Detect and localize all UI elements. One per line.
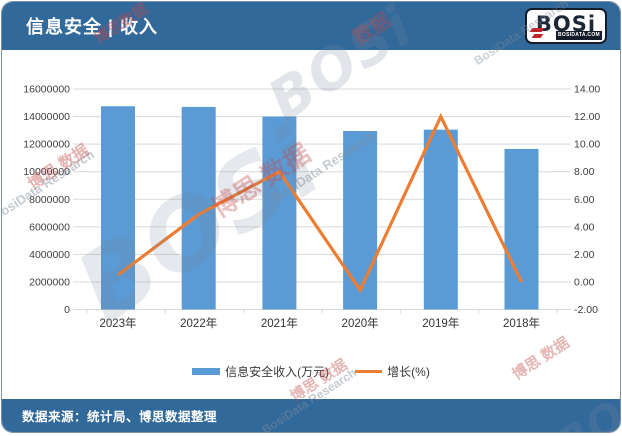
legend-item-growth: 增长(%): [355, 363, 430, 380]
footer-bar: 数据来源：统计局、博思数据整理: [2, 399, 620, 432]
revenue-bar: [423, 129, 458, 310]
left-axis-tick-label: 6000000: [29, 221, 70, 233]
x-axis-tick-label: 2020年: [342, 316, 379, 330]
right-axis-tick-label: 12.00: [574, 111, 600, 123]
right-axis-tick-label: 14.00: [574, 84, 600, 96]
right-axis-tick-label: -2.00: [574, 304, 598, 316]
legend: 信息安全收入(万元) 增长(%): [2, 363, 620, 380]
revenue-bar: [101, 106, 135, 310]
chart-area: 16000000 14.00 14000000 12.00 12000000 10.00 1…: [2, 50, 620, 399]
data-source-text: 数据来源：统计局、博思数据整理: [22, 410, 218, 424]
growth-line: [117, 112, 523, 294]
left-axis-tick-label: 10000000: [23, 166, 70, 178]
left-axis-tick-label: 12000000: [23, 139, 70, 151]
x-axis-tick-label: 2023年: [99, 316, 136, 330]
revenue-growth-chart: 16000000 14.00 14000000 12.00 12000000 10.00 1…: [23, 84, 600, 331]
left-axis-tick-label: 8000000: [29, 194, 70, 206]
revenue-bar: [262, 116, 297, 310]
right-axis-tick-label: 4.00: [574, 221, 595, 233]
left-axis-tick-label: 14000000: [23, 111, 70, 123]
x-axis-tick-label: 2019年: [422, 316, 459, 330]
logo-domain-text: BOSIDATA.COM: [555, 31, 602, 40]
left-axis-tick-label: 4000000: [29, 249, 70, 261]
legend-line-swatch-icon: [355, 370, 383, 373]
left-axis-tick-label: 0: [64, 304, 70, 316]
header-bar: 信息安全 | 收入 BOSi BOSIDATA.COM: [2, 2, 620, 50]
left-axis-tick-label: 16000000: [23, 84, 70, 96]
right-axis-tick-label: 6.00: [574, 194, 595, 206]
legend-growth-label: 增长(%): [387, 365, 430, 379]
right-axis-tick-label: 8.00: [574, 166, 595, 178]
logo-stripes-icon: [529, 26, 545, 38]
legend-revenue-label: 信息安全收入(万元): [225, 365, 330, 379]
x-axis-tick-label: 2021年: [261, 316, 298, 330]
legend-bar-swatch-icon: [192, 368, 221, 375]
x-axis-tick-label: 2022年: [180, 316, 217, 330]
revenue-bar: [504, 148, 539, 310]
right-axis-tick-label: 10.00: [574, 139, 600, 151]
bosi-logo: BOSi BOSIDATA.COM: [525, 8, 607, 44]
x-axis-tick-label: 2018年: [503, 316, 540, 330]
right-axis-tick-label: 2.00: [574, 249, 595, 261]
legend-item-revenue: 信息安全收入(万元): [192, 363, 329, 380]
left-axis-tick-label: 2000000: [29, 276, 70, 288]
right-axis-tick-label: 0.00: [574, 276, 595, 288]
page-title: 信息安全 | 收入: [26, 17, 159, 37]
revenue-bar: [343, 131, 378, 310]
